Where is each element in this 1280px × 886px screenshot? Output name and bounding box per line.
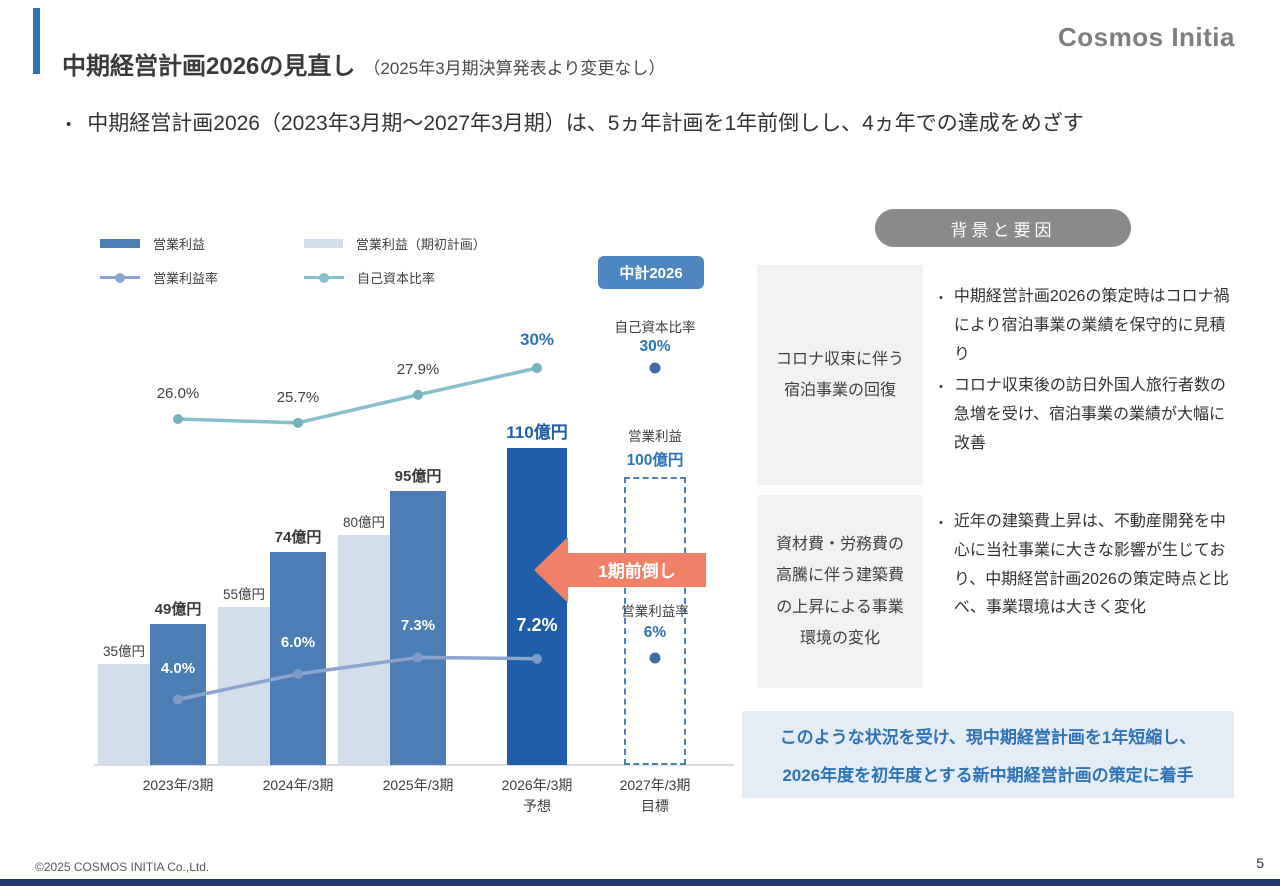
bullet-marker: • xyxy=(939,381,943,394)
legend-label: 営業利益 xyxy=(153,237,206,252)
performance-chart: 営業利益 営業利益（期初計画） 営業利益率 自己資本比率 中計2026 3 xyxy=(90,210,738,835)
chukei-2026-badge: 中計2026 xyxy=(598,256,704,289)
x-axis-label-line: 2024年/3期 xyxy=(262,777,334,793)
bar-operating-profit xyxy=(150,624,206,765)
x-axis-label: 2027年/3期 目標 xyxy=(598,775,712,817)
legend-label: 自己資本比率 xyxy=(357,271,436,286)
bullet-text: コロナ収束後の訪日外国人旅行者数の急増を受け、宿泊事業の業績が大幅に改善 xyxy=(953,377,1226,452)
x-axis-label: 2025年/3期 xyxy=(361,775,475,796)
bar-operating-profit-plan xyxy=(338,535,390,765)
copyright-text: ©2025 COSMOS INITIA Co.,Ltd. xyxy=(35,860,210,874)
bullet-marker: • xyxy=(939,517,943,529)
x-axis-label: 2026年/3期 予想 xyxy=(480,775,594,817)
conclusion-line-1: このような状況を受け、現中期経営計画を1年短縮し、 xyxy=(779,728,1197,747)
bullet-item: • コロナ収束後の訪日外国人旅行者数の急増を受け、宿泊事業の業績が大幅に改善 xyxy=(939,372,1237,458)
x-axis-label: 2024年/3期 xyxy=(241,775,355,796)
arrow-shape xyxy=(534,537,706,603)
summary-bullet: • 中期経営計画2026（2023年3月期～2027年3月期）は、5ヵ年計画を1… xyxy=(66,108,1211,141)
page-title: 中期経営計画2026の見直し （2025年3月期決算発表より変更なし） xyxy=(62,46,665,81)
operating-margin-label: 6.0% xyxy=(280,634,316,651)
conclusion-box: このような状況を受け、現中期経営計画を1年短縮し、 2026年度を初年度とする新… xyxy=(742,711,1234,798)
equity-ratio-label: 27.9% xyxy=(396,360,440,378)
one-period-ahead-arrow: 1期前倒し xyxy=(534,532,706,608)
x-axis-label-line: 2026年/3期 xyxy=(501,777,573,793)
operating-margin-label: 4.0% xyxy=(160,659,196,677)
target-profit-value: 100億円 xyxy=(626,452,684,469)
bar-operating-profit xyxy=(390,491,446,765)
conclusion-line-2: 2026年度を初年度とする新中期経営計画の策定に着手 xyxy=(782,766,1194,785)
bar-value-label: 74億円 xyxy=(274,529,322,546)
factor-bullets-covid: • 中期経営計画2026の策定時はコロナ禍により宿泊事業の業績を保守的に見積り … xyxy=(939,283,1237,462)
factor-label-covid-recovery: コロナ収束に伴う宿泊事業の回復 xyxy=(757,265,923,485)
bar-value-label: 49億円 xyxy=(154,601,202,618)
bullet-item: • 近年の建築費上昇は、不動産開発を中心に当社事業に大きな影響が生じており、中期… xyxy=(939,508,1237,623)
legend-item-operating-profit: 営業利益 xyxy=(100,234,278,253)
legend-label: 営業利益率 xyxy=(153,271,219,286)
operating-margin-label: 7.2% xyxy=(516,614,558,635)
company-logo: Cosmos Initia xyxy=(1058,22,1235,52)
bullet-item: • 中期経営計画2026の策定時はコロナ禍により宿泊事業の業績を保守的に見積り xyxy=(939,283,1237,369)
legend-label: 営業利益（期初計画） xyxy=(355,237,486,252)
page-title-note: （2025年3月期決算発表より変更なし） xyxy=(363,59,666,78)
target-rate-title: 営業利益率 xyxy=(621,604,689,619)
bar-value-label-plan: 35億円 xyxy=(102,644,146,659)
x-axis-label-line: 予想 xyxy=(523,798,551,814)
bar-value-label-plan: 80億円 xyxy=(342,515,386,530)
arrow-label: 1期前倒し xyxy=(598,561,676,581)
x-axis-label-line: 2023年/3期 xyxy=(142,777,214,793)
legend-swatch-line-rate xyxy=(100,272,140,283)
legend-item-equity-ratio: 自己資本比率 xyxy=(304,268,482,287)
x-axis-line xyxy=(94,764,734,766)
bar-operating-profit-plan xyxy=(98,664,150,765)
bullet-text: 中期経営計画2026の策定時はコロナ禍により宿泊事業の業績を保守的に見積り xyxy=(953,288,1230,363)
target-rate-value: 6% xyxy=(643,624,667,641)
chart-legend: 営業利益 営業利益（期初計画） 営業利益率 自己資本比率 xyxy=(100,234,560,302)
target-profit-title: 営業利益 xyxy=(628,429,682,444)
page-title-text: 中期経営計画2026の見直し xyxy=(62,53,356,80)
equity-ratio-label: 25.7% xyxy=(276,388,320,406)
x-axis-label: 2023年/3期 xyxy=(121,775,235,796)
x-axis-label-line: 目標 xyxy=(641,798,669,814)
bar-value-label-plan: 55億円 xyxy=(222,587,266,602)
bar-operating-profit-forecast xyxy=(507,448,567,765)
legend-swatch-line-equity xyxy=(304,272,344,283)
bar-operating-profit-target xyxy=(624,477,686,765)
bar-value-label: 95億円 xyxy=(394,468,442,485)
bullet-marker: • xyxy=(66,116,72,133)
legend-item-operating-profit-plan: 営業利益（期初計画） xyxy=(304,234,486,253)
target-equity-title: 自己資本比率 xyxy=(614,320,696,335)
equity-ratio-label: 26.0% xyxy=(156,385,200,402)
equity-ratio-label: 30% xyxy=(519,330,555,349)
summary-bullet-text: 中期経営計画2026（2023年3月期～2027年3月期）は、5ヵ年計画を1年前… xyxy=(87,112,1084,135)
bar-operating-profit xyxy=(270,552,326,765)
title-accent-bar xyxy=(33,8,40,74)
operating-margin-label: 7.3% xyxy=(400,617,436,635)
bullet-marker: • xyxy=(939,292,943,304)
x-axis-label-line: 2025年/3期 xyxy=(382,777,454,793)
legend-item-operating-margin: 営業利益率 xyxy=(100,268,278,287)
background-factors-header: 背景と要因 xyxy=(875,209,1131,247)
legend-swatch-bar-plan xyxy=(304,239,343,248)
page-number: 5 xyxy=(1256,855,1264,871)
factor-bullets-costs: • 近年の建築費上昇は、不動産開発を中心に当社事業に大きな影響が生じており、中期… xyxy=(939,508,1237,626)
legend-swatch-bar-actual xyxy=(100,239,140,248)
bullet-text: 近年の建築費上昇は、不動産開発を中心に当社事業に大きな影響が生じており、中期経営… xyxy=(953,513,1229,617)
target-equity-value: 30% xyxy=(639,338,671,355)
bottom-accent-strip xyxy=(0,879,1280,886)
bar-operating-profit-plan xyxy=(218,607,270,765)
x-axis-label-line: 2027年/3期 xyxy=(619,777,691,793)
bar-value-label-forecast: 110億円 xyxy=(506,423,568,442)
factor-label-construction-costs: 資材費・労務費の高騰に伴う建築費の上昇による事業環境の変化 xyxy=(757,495,923,688)
